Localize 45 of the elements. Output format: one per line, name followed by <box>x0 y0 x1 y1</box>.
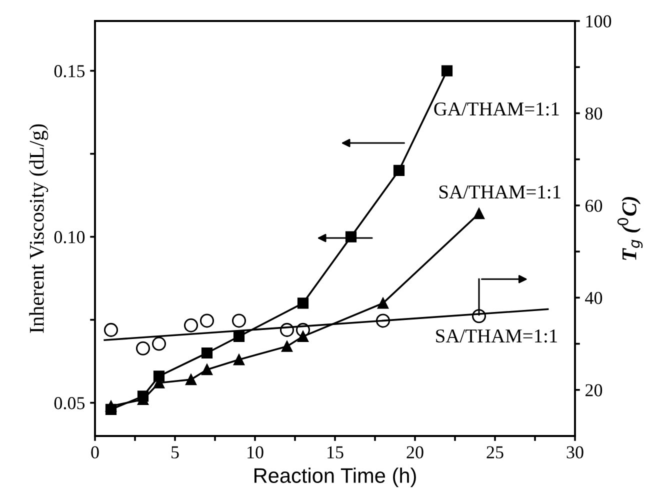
point <box>136 341 150 356</box>
y2-tick-label: 20 <box>586 384 602 396</box>
point <box>441 65 453 76</box>
x-axis-title: Reaction Time (h) <box>254 468 416 488</box>
point <box>233 354 245 366</box>
x-tick-label: 15 <box>328 446 344 458</box>
point <box>393 164 405 176</box>
point <box>472 309 486 324</box>
x-tick-label: 25 <box>486 446 504 458</box>
y2-tick-label: 100 <box>586 15 612 28</box>
point <box>153 370 165 382</box>
point <box>233 330 245 342</box>
annotation: SA/THAM=1:1 <box>440 185 560 199</box>
point <box>345 231 357 242</box>
text: 0.10 <box>54 231 85 244</box>
point <box>376 314 390 328</box>
y2-tick-label: 60 <box>586 200 602 212</box>
y-tick-label: 0.05 <box>54 397 85 410</box>
point <box>200 314 214 328</box>
x-tick-label: 30 <box>566 446 584 458</box>
point <box>296 322 310 337</box>
point <box>232 314 246 328</box>
point <box>377 298 389 309</box>
x-tick-label: 5 <box>172 446 179 458</box>
point <box>105 400 117 412</box>
y2-tick-label: 40 <box>585 292 602 304</box>
x-tick-label: 20 <box>406 446 424 458</box>
point <box>184 318 198 332</box>
y2-tick-label: 80 <box>585 107 602 120</box>
point <box>201 364 213 376</box>
y-axis-title: Inherent Viscosity (dL/g) <box>29 124 48 333</box>
point <box>185 374 197 386</box>
y-tick-label: 0.15 <box>54 65 85 78</box>
annotation: SA/THAM=1:1 <box>436 329 557 343</box>
x-tick-label: 0 <box>91 446 99 458</box>
annotation: GA/THAM=1:1 <box>434 102 559 116</box>
point <box>280 322 294 337</box>
point <box>104 322 118 337</box>
x-tick-label: 10 <box>248 446 264 458</box>
point <box>473 208 485 220</box>
point <box>201 347 213 359</box>
y2-axis-title: T$_{g}$ ($^{0}$C) <box>617 196 643 260</box>
point <box>297 298 309 309</box>
point <box>152 336 166 351</box>
point <box>281 340 293 352</box>
